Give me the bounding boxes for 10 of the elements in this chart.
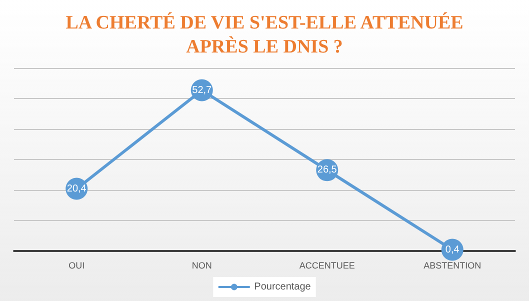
data-label: 20,4 <box>66 183 87 194</box>
data-label: 52,7 <box>192 84 212 96</box>
x-tick-label: ACCENTUEE <box>299 260 355 270</box>
data-label: 26,5 <box>317 164 338 176</box>
x-tick-label: OUI <box>68 260 85 270</box>
x-tick-label: ABSTENTION <box>424 260 482 270</box>
data-label: 0,4 <box>445 244 460 256</box>
x-tick-label: NON <box>192 260 212 270</box>
chart-title: LA CHERTÉ DE VIE S'EST-ELLE ATTENUÉE APRÈS LE DNIS ? <box>66 12 464 58</box>
legend-label: Pourcentage <box>254 282 312 292</box>
